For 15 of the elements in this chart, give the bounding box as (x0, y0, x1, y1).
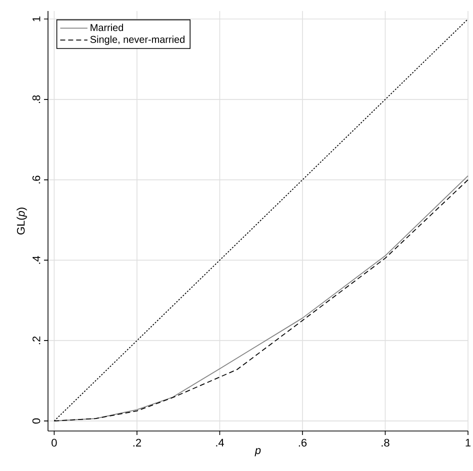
x-axis-title: p (254, 448, 261, 456)
x-tick-label: .2 (133, 438, 141, 446)
y-tick-label: .2 (32, 336, 40, 344)
y-tick-label: .6 (32, 176, 40, 184)
y-tick-label: .4 (32, 256, 40, 264)
x-tick-label: 0 (52, 438, 57, 447)
y-tick-label: 0 (32, 418, 40, 424)
legend-label: Married (90, 24, 124, 32)
legend-label: Single, never-married (90, 36, 184, 45)
x-tick-label: .8 (382, 438, 390, 447)
y-tick-label: .8 (32, 95, 40, 103)
x-tick-label: .4 (216, 438, 224, 446)
x-tick-label: .6 (298, 438, 307, 447)
x-tick-label: 1 (466, 438, 471, 446)
y-tick-label: 1 (32, 16, 40, 22)
